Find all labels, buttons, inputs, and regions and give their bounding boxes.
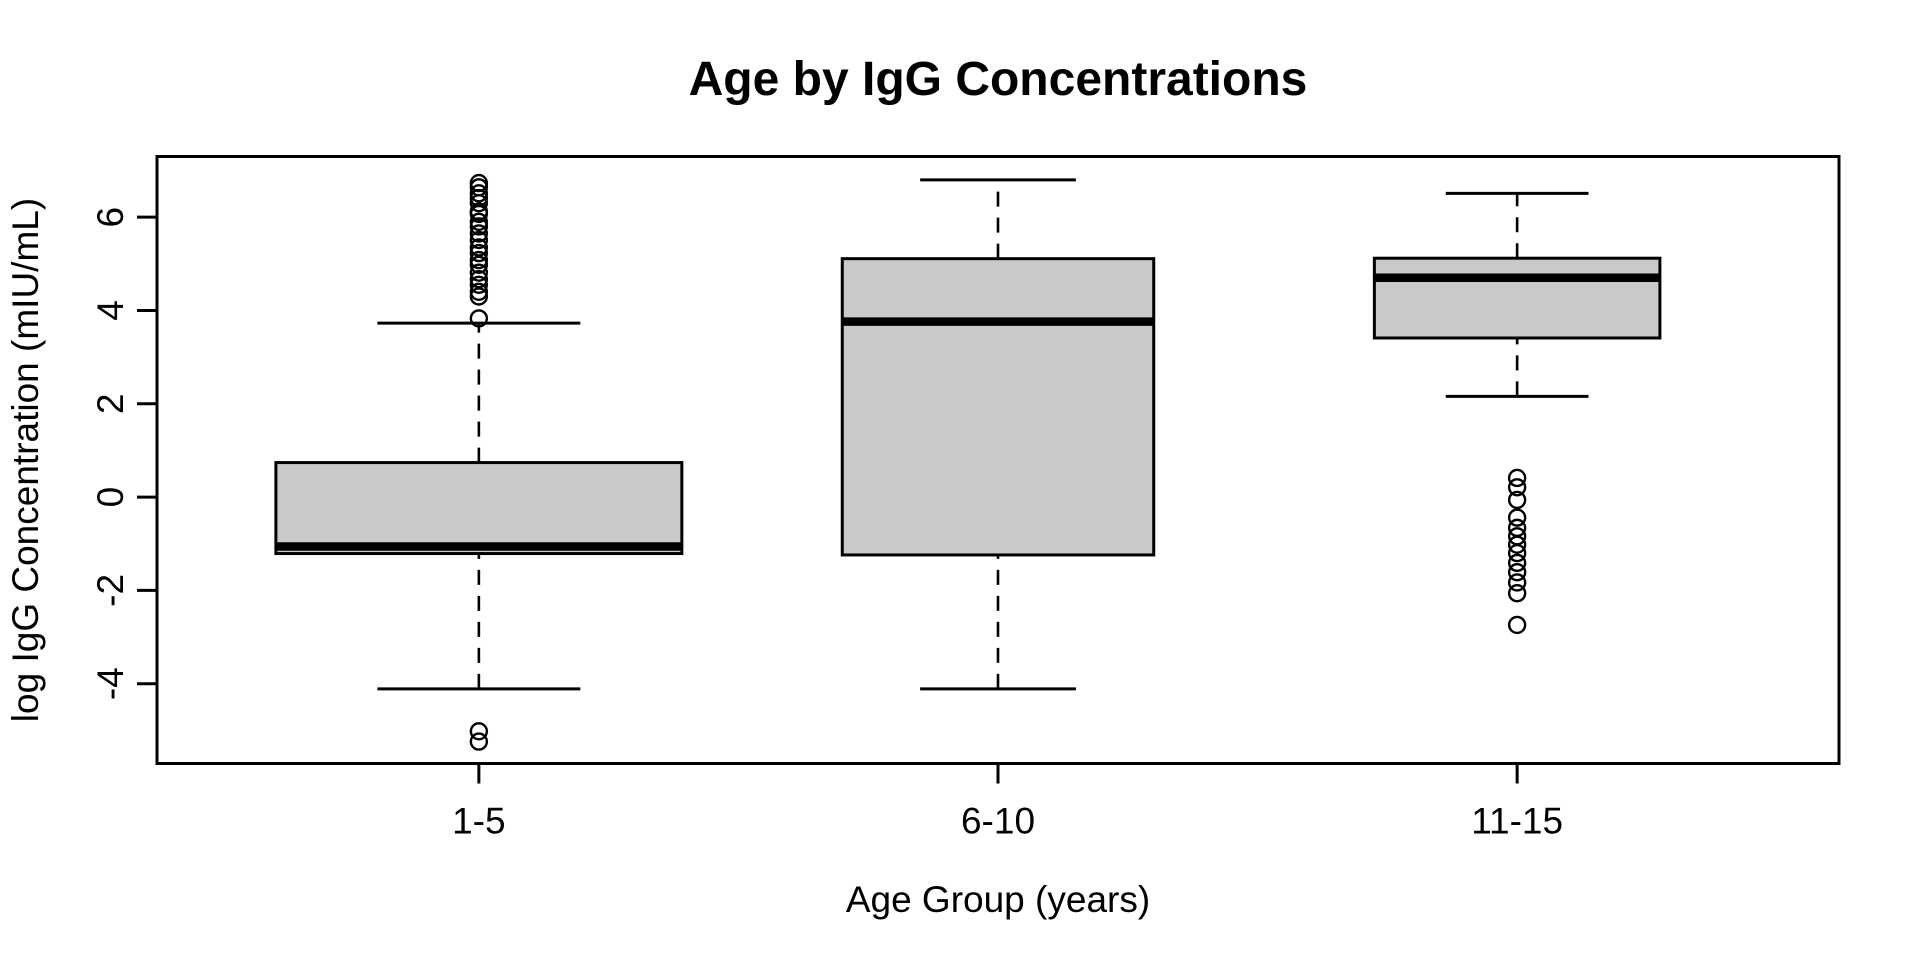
x-axis-title: Age Group (years) [845, 879, 1151, 920]
outlier-point [469, 238, 489, 257]
outlier-point [469, 184, 489, 203]
outlier-point [469, 309, 489, 328]
outlier-point [1507, 543, 1527, 563]
outlier-point [469, 217, 489, 236]
x-tick-label: 11-15 [1471, 801, 1563, 842]
outlier-point [469, 230, 489, 250]
outlier-point [1507, 478, 1527, 497]
outlier-point [469, 282, 489, 302]
outlier-point [469, 287, 489, 306]
outlier-point [469, 212, 489, 232]
outlier-point [469, 243, 489, 263]
outlier-point [469, 263, 489, 282]
outlier-point [1507, 535, 1527, 554]
outlier-point [469, 270, 489, 289]
x-tick-label: 1-5 [452, 801, 505, 842]
outlier-point [469, 255, 489, 274]
outlier-point [1507, 468, 1527, 488]
outlier-point [469, 204, 489, 224]
outlier-point [1507, 490, 1527, 510]
outlier-point [469, 193, 489, 213]
plot-border [155, 155, 1841, 765]
iqr-box-1-5 [274, 461, 684, 556]
y-tick-label: 0 [90, 487, 131, 508]
outlier-point [1507, 563, 1527, 582]
y-tick-label: 2 [90, 393, 131, 414]
y-tick-label: 4 [90, 300, 131, 321]
outlier-point [1507, 573, 1527, 592]
outlier-point [469, 732, 489, 751]
outlier-point [469, 722, 489, 741]
chart-title: Age by IgG Concentrations [688, 53, 1308, 106]
x-tick-label: 6-10 [961, 801, 1035, 842]
y-tick-label: 6 [90, 207, 131, 228]
outlier-point [469, 224, 489, 243]
outlier-point [1507, 508, 1527, 527]
y-tick-label: -4 [90, 667, 131, 700]
outlier-point [469, 275, 489, 295]
outlier-point [1507, 584, 1527, 603]
iqr-box-6-10 [840, 257, 1156, 557]
y-tick-label: -2 [90, 574, 131, 607]
outlier-point [1507, 615, 1527, 635]
outlier-point [469, 250, 489, 270]
iqr-box-11-15 [1372, 256, 1662, 340]
outlier-point [1507, 553, 1527, 573]
